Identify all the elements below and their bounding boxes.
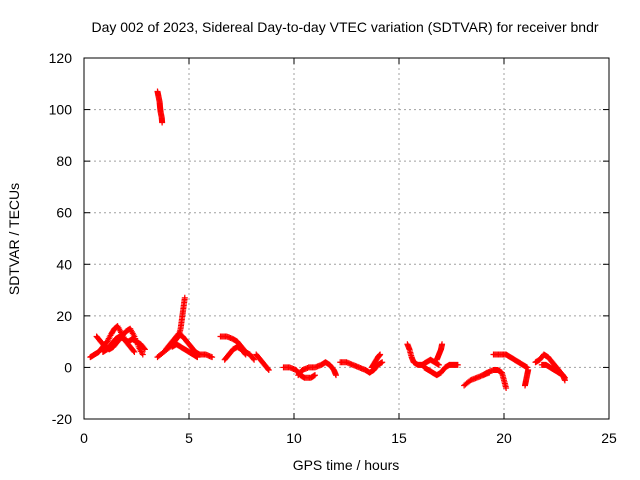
series-arc-19-21b <box>490 351 531 371</box>
x-tick-label: 25 <box>601 430 617 446</box>
data-point <box>242 351 249 358</box>
series-arc-9-12b <box>295 359 339 379</box>
series-arc-12-14b <box>368 351 384 371</box>
series-arc-16-18b <box>433 341 446 363</box>
data-point <box>439 341 446 348</box>
y-tick-label: 20 <box>56 308 72 324</box>
data-point <box>561 377 568 384</box>
y-tick-label: 40 <box>56 256 72 272</box>
data-point <box>181 294 188 301</box>
y-tick-label: 0 <box>64 359 72 375</box>
data-point <box>525 367 532 374</box>
series-spike <box>154 88 166 126</box>
data-point <box>141 345 148 352</box>
data-point <box>209 354 216 361</box>
data-point <box>250 355 257 362</box>
series-mid-arc-b <box>162 330 216 361</box>
series-mid-arc-c <box>169 341 201 361</box>
data-point <box>141 346 148 353</box>
plot-frame <box>83 57 610 420</box>
x-tick-labels: 0 5 10 15 20 25 <box>80 430 617 446</box>
x-tick-label: 20 <box>496 430 512 446</box>
data-point <box>265 367 272 374</box>
data-point <box>194 354 201 361</box>
y-tick-labels: -20 0 20 40 60 80 100 120 <box>49 50 73 427</box>
y-tick-label: 120 <box>49 50 73 66</box>
data-point <box>159 119 166 126</box>
series-arc-8-9 <box>253 351 272 374</box>
data-point <box>241 350 248 357</box>
data-point <box>131 348 138 355</box>
series-arc-19-21 <box>480 367 510 392</box>
data-point <box>379 359 386 366</box>
data-points <box>87 88 568 392</box>
y-tick-label: 60 <box>56 205 72 221</box>
x-tick-label: 10 <box>286 430 302 446</box>
x-tick-label: 15 <box>391 430 407 446</box>
series-arc-21 <box>522 367 532 389</box>
data-point <box>130 347 137 354</box>
data-point <box>503 385 510 392</box>
y-tick-label: -20 <box>52 411 72 427</box>
y-tick-label: 80 <box>56 153 72 169</box>
series-early-arc-c <box>99 333 148 355</box>
series-arc-16-18 <box>421 361 461 379</box>
series-arc-12-14 <box>337 359 386 376</box>
series-arc-21-23b <box>538 361 568 384</box>
y-axis-title: SDTVAR / TECUs <box>6 183 22 295</box>
series-arc-6-8b <box>221 343 249 363</box>
x-tick-label: 0 <box>80 430 88 446</box>
data-point <box>333 372 339 379</box>
data-point <box>251 356 258 363</box>
chart-title: Day 002 of 2023, Sidereal Day-to-day VTE… <box>91 19 598 35</box>
data-point <box>139 351 146 358</box>
x-tick-label: 5 <box>185 430 193 446</box>
y-tick-label: 100 <box>49 102 73 118</box>
data-point <box>264 365 271 372</box>
data-point <box>435 361 442 368</box>
x-axis-title: GPS time / hours <box>293 457 400 473</box>
grid <box>84 58 609 419</box>
data-point <box>454 361 461 368</box>
data-point <box>312 372 318 379</box>
data-point <box>377 351 384 358</box>
